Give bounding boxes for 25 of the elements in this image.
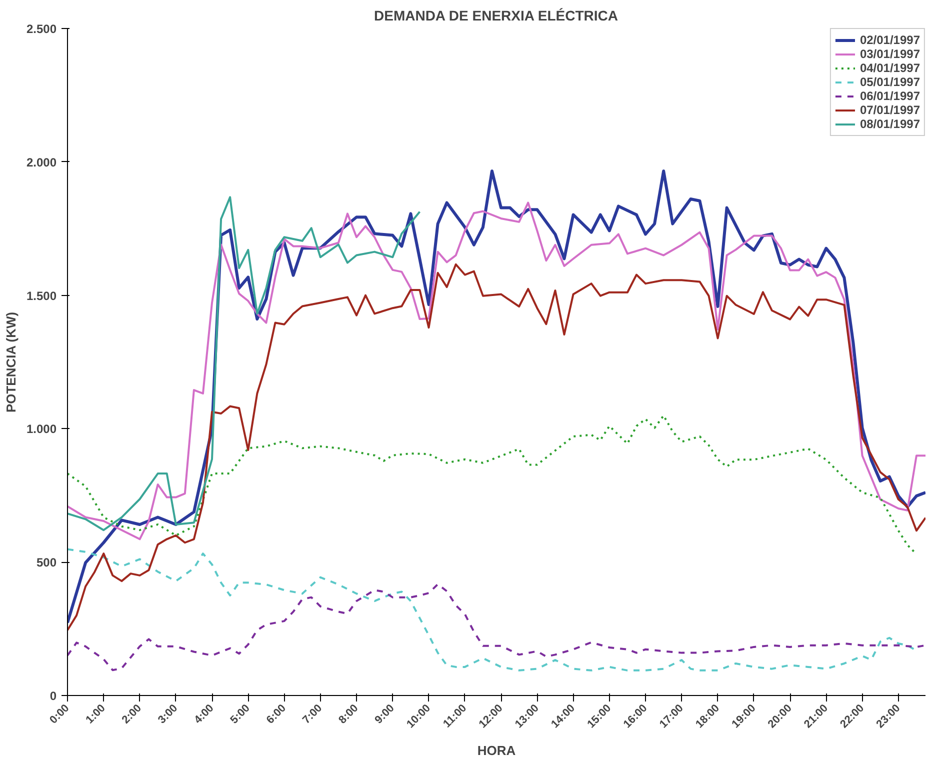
legend-label: 02/01/1997: [860, 33, 920, 47]
y-tick-label: 500: [36, 556, 57, 570]
legend-label: 05/01/1997: [860, 75, 920, 89]
line-series: [68, 196, 421, 532]
x-tick-label: 7:00: [300, 702, 325, 726]
chart-title: DEMANDA DE ENERXIA ELÉCTRICA: [374, 8, 618, 24]
x-tick-label: 4:00: [192, 702, 216, 726]
line-series: [68, 263, 926, 632]
line-series: [68, 202, 926, 540]
legend-label: 04/01/1997: [860, 61, 920, 75]
y-tick-label: 2.500: [26, 22, 57, 36]
legend-label: 08/01/1997: [860, 117, 920, 131]
x-tick-label: 6:00: [264, 702, 289, 726]
y-axis-title: POTENCIA (KW): [3, 312, 18, 413]
y-tick-label: 1.000: [26, 422, 57, 436]
x-axis-title: HORA: [477, 742, 516, 758]
x-tick-label: 3:00: [156, 702, 180, 726]
x-tick-label: 0:00: [48, 702, 72, 726]
legend-label: 07/01/1997: [860, 103, 920, 117]
legend-label: 06/01/1997: [860, 89, 920, 103]
line-series: [68, 583, 926, 672]
y-tick-label: 1.500: [26, 288, 57, 303]
legend-label: 03/01/1997: [860, 47, 920, 61]
y-tick-label: 0: [50, 689, 57, 703]
y-tick-label: 2.000: [26, 155, 57, 170]
